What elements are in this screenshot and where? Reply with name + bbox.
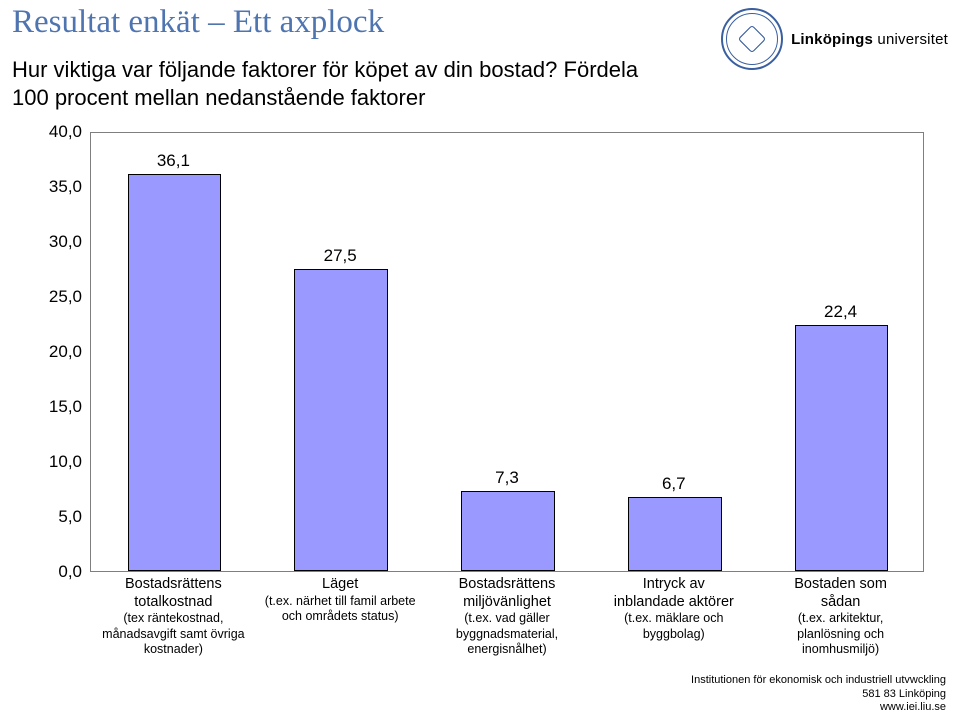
chart-bar bbox=[128, 174, 221, 571]
bar-value-label: 7,3 bbox=[495, 468, 519, 488]
y-tick-label: 5,0 bbox=[38, 507, 82, 527]
chart-bar bbox=[294, 269, 387, 572]
y-tick-label: 40,0 bbox=[38, 122, 82, 142]
y-tick-label: 35,0 bbox=[38, 177, 82, 197]
y-tick-label: 30,0 bbox=[38, 232, 82, 252]
footer: Institutionen för ekonomisk och industri… bbox=[691, 674, 946, 715]
footer-line-1: Institutionen för ekonomisk och industri… bbox=[691, 674, 946, 688]
logo-text: Linköpings universitet bbox=[791, 31, 948, 48]
y-tick-label: 20,0 bbox=[38, 342, 82, 362]
x-category-label: Intryck avinblandade aktörer(t.ex. mäkla… bbox=[598, 576, 750, 642]
chart-bar bbox=[795, 325, 888, 571]
y-tick-label: 15,0 bbox=[38, 397, 82, 417]
footer-line-3: www.iei.liu.se bbox=[691, 701, 946, 715]
bar-value-label: 27,5 bbox=[324, 246, 357, 266]
logo-text-rest: universitet bbox=[873, 31, 948, 48]
chart-bar bbox=[461, 491, 554, 571]
page-title: Resultat enkät – Ett axplock bbox=[12, 4, 384, 41]
chart-bar bbox=[628, 497, 721, 571]
bar-value-label: 22,4 bbox=[824, 302, 857, 322]
x-category-label: Bostadsrättensmiljövänlighet(t.ex. vad g… bbox=[431, 576, 583, 657]
y-tick-label: 10,0 bbox=[38, 452, 82, 472]
x-category-label: Läget(t.ex. närhet till famil arbete och… bbox=[264, 576, 416, 624]
university-logo: Linköpings universitet bbox=[721, 8, 948, 70]
chart-plot-area bbox=[90, 132, 924, 572]
logo-seal-icon bbox=[721, 8, 783, 70]
y-tick-label: 25,0 bbox=[38, 287, 82, 307]
footer-line-2: 581 83 Linköping bbox=[691, 688, 946, 702]
bar-value-label: 6,7 bbox=[662, 474, 686, 494]
bar-chart: 0,05,010,015,020,025,030,035,040,036,1Bo… bbox=[36, 132, 924, 660]
y-tick-label: 0,0 bbox=[38, 562, 82, 582]
logo-text-bold: Linköpings bbox=[791, 31, 873, 48]
x-category-label: Bostadsrättenstotalkostnad(tex räntekost… bbox=[97, 576, 249, 657]
x-category-label: Bostaden somsådan(t.ex. arkitektur, plan… bbox=[765, 576, 917, 657]
bar-value-label: 36,1 bbox=[157, 151, 190, 171]
page-subtitle: Hur viktiga var följande faktorer för kö… bbox=[12, 56, 652, 111]
